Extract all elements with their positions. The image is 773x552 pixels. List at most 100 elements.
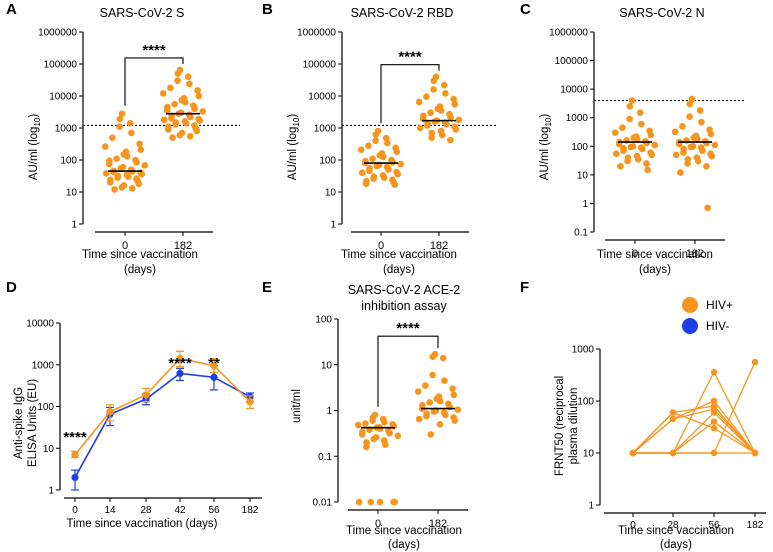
x-tick-label-a: 0 [122,240,128,252]
data-point-b [428,134,435,141]
data-point-e [382,441,389,448]
data-point-b [365,142,372,149]
data-point-e [450,391,458,399]
significance-label-d: **** [63,429,87,446]
data-point-b [397,160,405,168]
data-point-b [442,90,449,97]
data-point-a [171,100,178,108]
data-point-b [358,169,366,177]
legend: HIV+ HIV- [682,297,733,334]
significance-bracket-e [377,335,439,407]
ylabel-e: unit/ml [291,389,303,423]
data-point-c [620,147,627,155]
data-point-e [376,425,384,433]
panel-label-c: C [520,1,531,18]
data-point-b [373,162,381,170]
x-tick-label-b: 0 [378,240,384,252]
significance-bracket-b [380,64,440,124]
significance-label-b: **** [398,49,422,66]
data-point-c [626,103,634,110]
ylabel2-d: ELISA Units (EU) [27,379,39,467]
xlabel2-f: (days) [660,539,692,551]
chart-title-e: SARS-CoV-2 ACE-2 [348,283,461,297]
data-point-a [141,162,149,169]
data-point-a [113,155,120,162]
chart-title-c: SARS-CoV-2 N [619,6,704,20]
data-point-b [385,166,392,173]
data-point-c [624,157,631,165]
data-point-c [687,143,695,151]
ylabel-b: AU/ml (log10) [287,114,301,181]
data-point-b [437,107,445,114]
y-tick-label-e: 0.1 [318,452,332,463]
y-tick-label-b: 100000 [303,60,337,71]
data-point-f [710,405,718,413]
data-point-a [169,134,176,141]
data-point-e [376,498,384,506]
x-tick-label-e: 182 [429,518,447,530]
y-tick-label-c: 0.1 [574,228,588,239]
data-point-c [698,118,705,126]
data-point-a [116,115,124,123]
x-tick-label-d: 182 [242,505,259,516]
data-point-a [137,146,145,153]
x-tick-label-a: 182 [174,240,192,252]
data-point-e [422,382,429,389]
data-point-e [367,498,375,506]
data-point-b [379,153,387,161]
x-tick-label-d: 0 [72,505,78,516]
x-tick-label-c: 182 [686,248,704,260]
data-point-a [184,73,192,81]
data-point-a [160,116,168,124]
data-point-b [380,174,388,181]
y-tick-label-a: 1000000 [38,28,77,39]
data-point-c [617,162,624,170]
xlabel-d: Time since vaccination (days) [66,518,217,530]
data-point-b [415,98,423,106]
data-point-e [358,431,366,438]
data-point-a [118,110,126,117]
y-tick-label-e: 10 [321,360,333,371]
data-point-e [381,419,388,426]
ylabel-a: AU/ml (log10) [28,114,42,181]
data-point-c [677,169,684,176]
data-point-b [369,155,376,162]
data-point-c [711,141,719,149]
series-line-d-hiv-pos [74,357,251,456]
data-point-b [424,122,431,129]
participant-line-f [633,370,756,454]
data-point-c [699,147,706,155]
data-point-e [451,417,459,424]
y-tick-label-b: 1 [330,220,336,231]
data-point-d [71,451,79,459]
y-tick-label-c: 10000 [560,85,588,96]
data-point-c [638,120,645,128]
data-point-c [703,139,710,147]
data-point-f [710,397,718,405]
data-point-e [363,443,370,451]
data-point-f [669,449,677,457]
data-point-d [210,362,218,370]
data-point-c [647,131,655,139]
data-point-e [391,498,399,506]
data-point-c [627,143,635,151]
x-tick-label-c: 0 [632,248,638,260]
data-point-a [182,120,190,127]
data-point-f [751,358,759,366]
y-tick-label-d: 1000 [32,360,55,371]
data-point-a [126,120,134,127]
data-point-e [369,417,376,424]
xlabel-f: Time since vaccination [618,525,734,537]
data-point-b [394,170,402,178]
data-point-a [199,108,207,115]
data-point-c [626,115,633,123]
data-point-f [710,424,718,432]
data-point-f [710,368,718,376]
data-point-d [176,355,184,363]
data-point-e [415,415,423,423]
data-point-c [696,107,704,114]
data-point-e [390,423,398,430]
data-point-b [450,95,457,103]
data-point-a [118,184,126,191]
data-point-b [391,181,399,188]
